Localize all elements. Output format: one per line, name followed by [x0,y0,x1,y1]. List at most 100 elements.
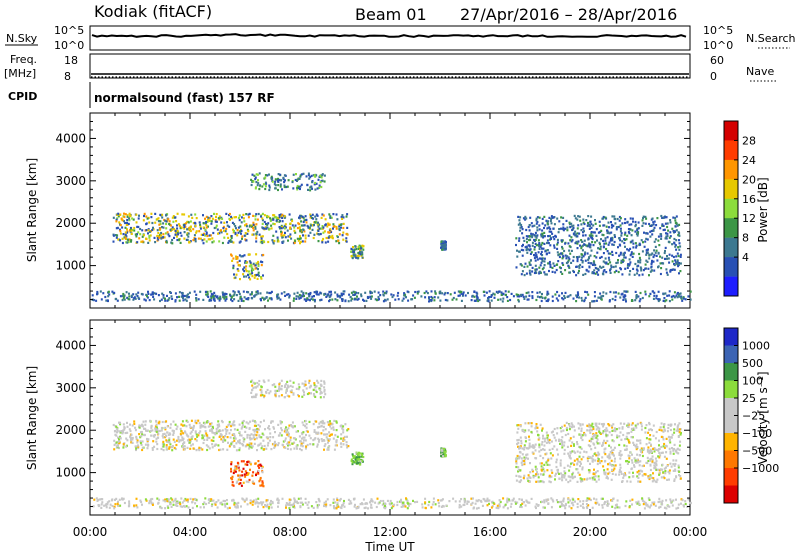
velocity-echo-cell [664,470,667,473]
power-echo-cell [567,242,570,245]
power-echo-cell [671,243,674,246]
velocity-echo-cell [651,480,654,483]
power-echo-cell [111,290,114,293]
power-echo-cell [430,295,433,299]
power-echo-cell [303,294,305,298]
velocity-echo-cell [318,425,321,428]
velocity-echo-cell [144,443,147,446]
power-echo-cell [296,178,299,181]
power-echo-cell [541,217,544,220]
power-echo-cell [257,292,260,295]
power-echo-cell [430,290,433,293]
power-echo-cell [660,237,663,240]
velocity-echo-cell [239,482,242,485]
velocity-echo-cell [678,474,680,477]
power-echo-cell [598,241,601,244]
power-echo-cell [676,224,679,227]
power-echo-cell [644,267,647,270]
velocity-echo-cell [675,429,678,432]
power-echo-cell [235,227,237,230]
velocity-echo-cell [561,440,564,443]
power-echo-cell [299,242,301,245]
velocity-echo-cell [550,440,553,443]
velocity-echo-cell [609,451,612,454]
power-echo-cell [600,266,603,269]
velocity-echo-cell [305,433,307,437]
power-echo-cell [313,183,316,186]
power-echo-cell [145,293,148,296]
power-echo-cell [650,229,653,233]
velocity-echo-cell [528,442,531,445]
velocity-echo-cell [190,437,193,440]
velocity-echo-cell [215,432,218,435]
power-echo-cell [624,231,627,234]
power-echo-cell [274,187,277,190]
power-echo-cell [547,262,550,265]
power-echo-cell [298,226,301,229]
power-echo-cell [280,230,282,233]
power-echo-cell [632,267,635,270]
power-echo-cell [474,299,477,302]
power-echo-cell [164,232,167,235]
velocity-echo-cell [164,428,167,431]
colorbar-tick-label: 8 [742,232,749,245]
power-echo-cell [639,259,642,262]
power-echo-cell [119,239,122,242]
velocity-echo-cell [174,447,177,451]
power-echo-cell [129,226,132,230]
power-echo-cell [669,221,672,224]
power-echo-cell [250,264,253,267]
velocity-echo-cell [641,454,644,458]
velocity-echo-cell [568,425,571,428]
velocity-echo-cell [515,474,518,477]
velocity-echo-cell [242,467,245,470]
power-echo-cell [153,236,156,239]
power-echo-cell [233,216,236,219]
velocity-echo-cell [150,426,153,429]
velocity-echo-cell [221,429,224,432]
power-echo-cell [252,226,255,230]
velocity-echo-cell [528,444,531,447]
power-echo-cell [586,252,589,255]
power-echo-cell [675,239,678,242]
power-echo-cell [553,264,556,267]
velocity-echo-cell [604,471,607,474]
power-echo-cell [540,299,543,303]
power-echo-cell [281,188,283,191]
velocity-echo-cell [205,421,208,424]
velocity-echo-cell [583,450,586,453]
power-echo-cell [269,291,272,295]
power-echo-cell [317,229,320,232]
velocity-echo-cell [608,444,611,447]
velocity-echo-cell [647,459,650,462]
power-echo-cell [161,292,164,295]
power-echo-cell [365,299,368,302]
power-echo-cell [286,229,289,232]
power-echo-cell [262,240,265,243]
velocity-echo-cell [491,505,494,508]
power-echo-cell [568,234,571,237]
power-echo-cell [313,300,316,303]
velocity-echo-cell [595,425,598,428]
power-echo-cell [193,290,196,293]
power-echo-cell [186,233,189,236]
velocity-echo-cell [579,461,582,464]
power-echo-cell [522,217,525,220]
power-echo-cell [309,213,312,216]
power-echo-cell [265,296,268,299]
power-echo-cell [623,290,626,293]
velocity-echo-cell [171,445,174,448]
power-echo-cell [528,229,531,232]
power-echo-cell [324,218,327,221]
power-echo-cell [124,231,127,234]
velocity-echo-cell [592,427,595,431]
velocity-echo-cell [212,439,215,442]
power-echo-cell [518,250,521,253]
power-echo-cell [133,226,136,230]
velocity-echo-cell [680,498,683,501]
power-echo-cell [299,294,302,297]
velocity-echo-cell [352,454,354,457]
power-echo-cell [252,233,255,236]
power-echo-cell [629,247,632,250]
velocity-echo-cell [591,422,594,425]
